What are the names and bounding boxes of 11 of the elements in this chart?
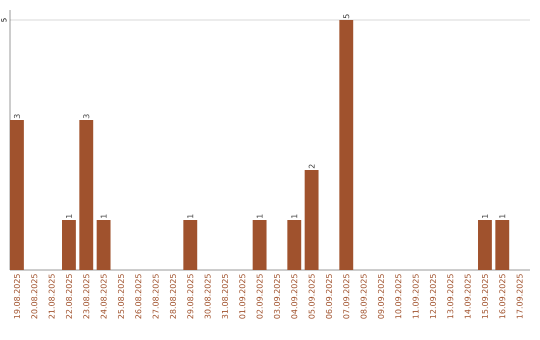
bar (478, 220, 492, 270)
bar (304, 170, 319, 270)
bar (252, 220, 267, 270)
bar (183, 220, 198, 270)
bar (62, 220, 76, 270)
bar (287, 220, 302, 270)
bar (10, 120, 24, 270)
bar (495, 220, 510, 270)
bar (79, 120, 94, 270)
bar (339, 20, 354, 270)
bar (96, 220, 111, 270)
